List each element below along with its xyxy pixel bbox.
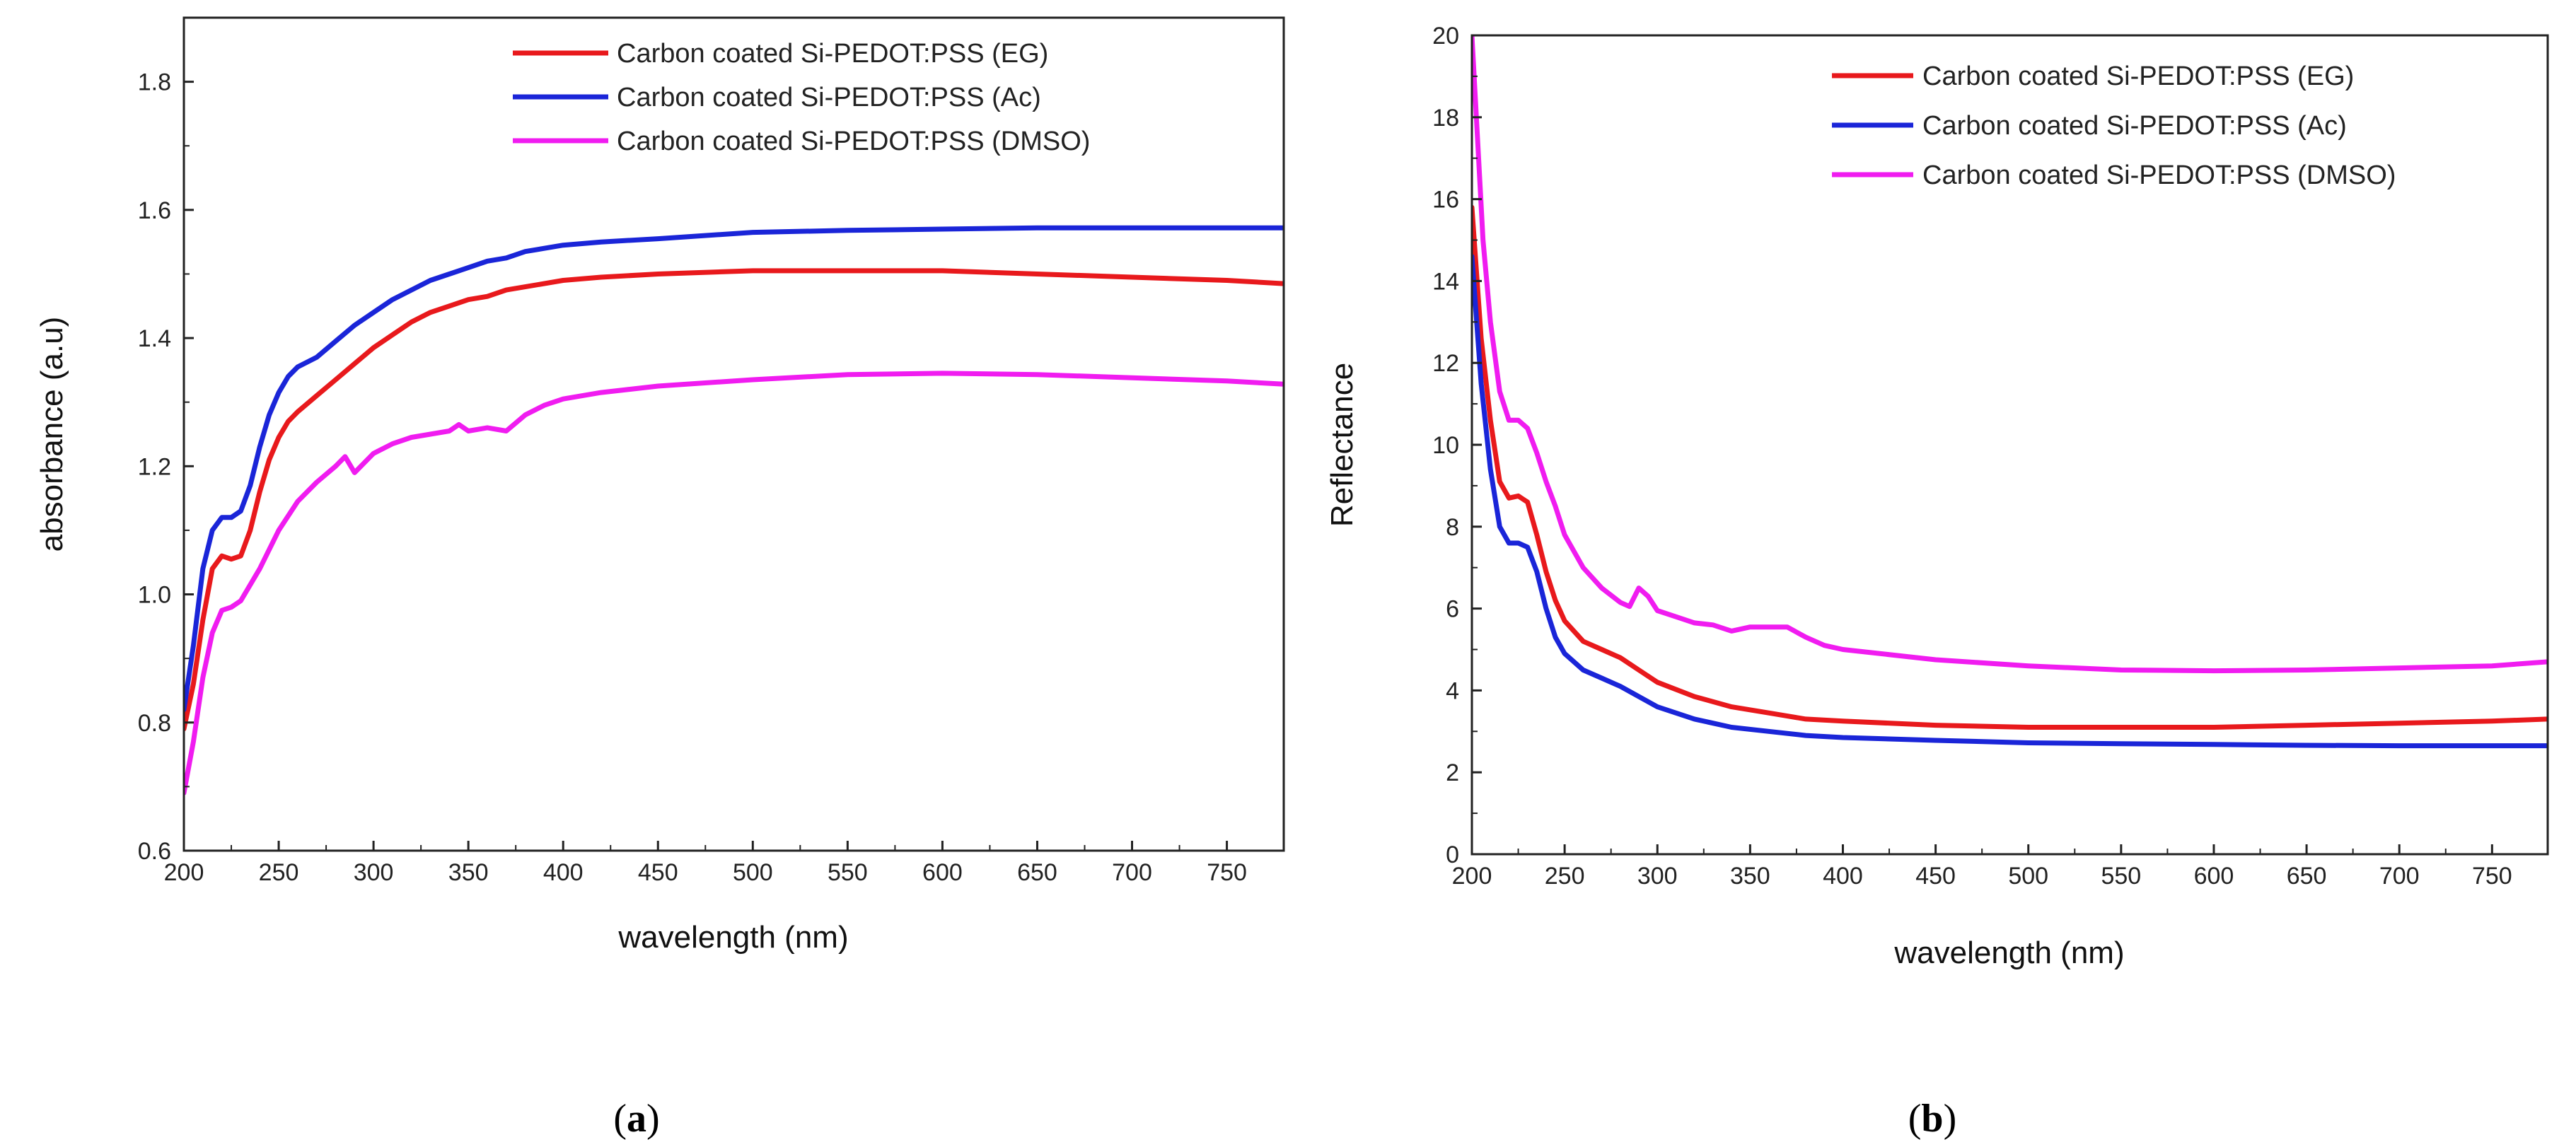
reflectance-legend-label-1: Carbon coated Si-PEDOT:PSS (Ac)	[1922, 111, 2347, 141]
reflectance-y-tick-label: 16	[1432, 187, 1459, 214]
reflectance-x-tick-label: 550	[2101, 863, 2141, 890]
reflectance-series-group	[1472, 35, 2548, 749]
absorbance-y-tick-label: 0.8	[138, 710, 171, 737]
absorbance-x-tick-label: 600	[922, 859, 963, 886]
absorbance-y-tick-label: 1.0	[138, 582, 171, 609]
reflectance-y-tick-label: 20	[1432, 23, 1459, 49]
reflectance-y-tick-label: 6	[1446, 596, 1459, 623]
reflectance-chart: 200 250 300 350 400 450 500 550 600 650 700 750 0 2 4…	[1325, 23, 2549, 1141]
reflectance-x-tick-label: 300	[1637, 863, 1678, 890]
absorbance-x-tick-label: 550	[828, 859, 868, 886]
absorbance-y-ticks: 0.6 0.8 1.0 1.2 1.4 1.6 1.8	[138, 69, 194, 865]
reflectance-y-tick-label: 18	[1432, 105, 1459, 132]
absorbance-x-axis-title: wavelength (nm)	[617, 920, 848, 955]
absorbance-x-ticks: 200 250 300 350 400 450 500 550 600 650 700 750	[164, 841, 1247, 886]
reflectance-legend-label-2: Carbon coated Si-PEDOT:PSS (DMSO)	[1922, 161, 2396, 190]
panel-letter-b: b	[1921, 1097, 1943, 1141]
reflectance-x-tick-label: 350	[1730, 863, 1770, 890]
reflectance-x-tick-label: 400	[1823, 863, 1863, 890]
reflectance-x-tick-label: 750	[2472, 863, 2512, 890]
reflectance-x-tick-label: 650	[2287, 863, 2327, 890]
reflectance-y-tick-label: 12	[1432, 350, 1459, 377]
reflectance-legend: Carbon coated Si-PEDOT:PSS (EG) Carbon co…	[1832, 62, 2396, 190]
absorbance-y-tick-label: 1.2	[138, 453, 171, 480]
absorbance-x-tick-label: 200	[164, 859, 204, 886]
reflectance-y-tick-label: 0	[1446, 841, 1459, 868]
absorbance-y-axis-title: absorbance (a.u)	[35, 317, 69, 552]
absorbance-x-tick-label: 400	[543, 859, 584, 886]
reflectance-x-tick-label: 200	[1452, 863, 1492, 890]
reflectance-x-tick-label: 450	[1915, 863, 1956, 890]
reflectance-y-tick-label: 10	[1432, 432, 1459, 459]
absorbance-x-tick-label: 300	[354, 859, 394, 886]
reflectance-y-ticks: 0 2 4 6 8 10 12 14 16 18 20	[1432, 23, 1482, 868]
reflectance-x-axis-title: wavelength (nm)	[1893, 936, 2124, 970]
absorbance-y-tick-label: 1.6	[138, 197, 171, 224]
absorbance-legend-label-2: Carbon coated Si-PEDOT:PSS (DMSO)	[617, 127, 1090, 156]
panel-label-a: (a)	[613, 1097, 659, 1141]
absorbance-legend: Carbon coated Si-PEDOT:PSS (EG) Carbon co…	[513, 39, 1090, 156]
reflectance-y-tick-label: 14	[1432, 268, 1459, 295]
reflectance-x-tick-label: 600	[2194, 863, 2234, 890]
absorbance-x-tick-label: 750	[1207, 859, 1247, 886]
reflectance-x-tick-label: 500	[2008, 863, 2048, 890]
absorbance-y-tick-label: 0.6	[138, 838, 171, 865]
absorbance-x-tick-label: 250	[259, 859, 299, 886]
absorbance-series-line-1	[184, 225, 1284, 713]
panel-letter-a: a	[627, 1097, 646, 1141]
reflectance-series-line-2	[1472, 35, 2548, 674]
absorbance-chart: 200 250 300 350 400 450 500 550 600 650 700 750 0.6…	[35, 16, 1285, 1141]
absorbance-plot-frame	[182, 16, 1285, 852]
reflectance-x-tick-label: 250	[1545, 863, 1585, 890]
absorbance-x-tick-label: 650	[1017, 859, 1057, 886]
panel-label-b: (b)	[1908, 1097, 1956, 1141]
absorbance-series-line-0	[184, 268, 1284, 732]
reflectance-series-line-1	[1472, 254, 2548, 749]
absorbance-x-tick-label: 350	[448, 859, 489, 886]
absorbance-legend-label-1: Carbon coated Si-PEDOT:PSS (Ac)	[617, 83, 1041, 112]
reflectance-series-line-0	[1472, 204, 2548, 730]
reflectance-x-ticks: 200 250 300 350 400 450 500 550 600 650 700 750	[1452, 844, 2512, 890]
reflectance-legend-label-0: Carbon coated Si-PEDOT:PSS (EG)	[1922, 62, 2354, 91]
absorbance-y-tick-label: 1.4	[138, 325, 171, 352]
absorbance-x-tick-label: 450	[638, 859, 678, 886]
absorbance-series-line-2	[184, 371, 1284, 796]
reflectance-y-axis-title: Reflectance	[1325, 363, 1359, 527]
reflectance-x-tick-label: 700	[2379, 863, 2420, 890]
absorbance-x-tick-label: 500	[733, 859, 773, 886]
absorbance-series-group	[184, 225, 1284, 796]
absorbance-x-tick-label: 700	[1112, 859, 1152, 886]
reflectance-y-tick-label: 2	[1446, 759, 1459, 786]
reflectance-y-tick-label: 8	[1446, 514, 1459, 541]
reflectance-plot-frame	[1470, 34, 2549, 856]
absorbance-legend-label-0: Carbon coated Si-PEDOT:PSS (EG)	[617, 39, 1048, 69]
reflectance-y-tick-label: 4	[1446, 677, 1459, 704]
absorbance-y-tick-label: 1.8	[138, 69, 171, 96]
